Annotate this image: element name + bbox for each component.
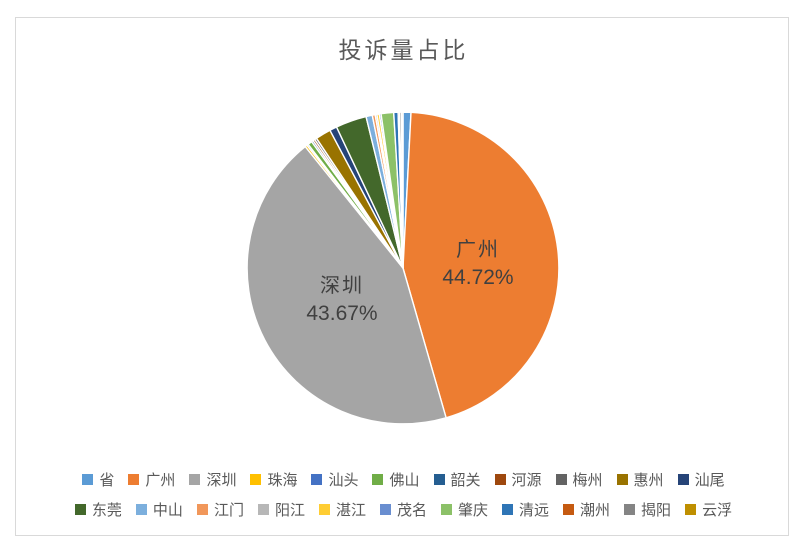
legend-label-汕尾: 汕尾 xyxy=(694,472,725,489)
data-label-guangzhou-name: 广州 xyxy=(455,238,500,261)
legend-item-梅州[interactable]: 梅州 xyxy=(555,469,603,490)
legend-label-惠州: 惠州 xyxy=(633,472,664,489)
legend-item-潮州[interactable]: 潮州 xyxy=(563,499,610,520)
legend-item-东莞[interactable]: 东莞 xyxy=(74,499,122,520)
pie-slice-广州[interactable] xyxy=(402,111,560,419)
legend-swatch-汕尾 xyxy=(677,474,689,485)
legend-swatch-佛山 xyxy=(372,474,384,485)
legend-item-中山[interactable]: 中山 xyxy=(135,499,183,520)
legend-label-佛山: 佛山 xyxy=(389,472,420,489)
data-label-shenzhen-value: 43.67% xyxy=(306,301,378,325)
legend-swatch-省 xyxy=(82,474,94,485)
legend-swatch-河源 xyxy=(494,474,506,485)
legend-label-江门: 江门 xyxy=(213,502,244,519)
legend-swatch-东莞 xyxy=(74,504,86,515)
legend-swatch-潮州 xyxy=(563,504,575,515)
legend-item-韶关[interactable]: 韶关 xyxy=(433,469,481,490)
legend-label-茂名: 茂名 xyxy=(396,502,427,519)
legend-label-阳江: 阳江 xyxy=(274,502,305,519)
data-label-guangzhou-value: 44.72% xyxy=(442,265,514,289)
legend-item-阳江[interactable]: 阳江 xyxy=(257,499,305,520)
legend-label-深圳: 深圳 xyxy=(206,472,237,489)
legend-swatch-阳江 xyxy=(257,504,269,515)
legend-label-广州: 广州 xyxy=(145,472,176,489)
legend-label-河源: 河源 xyxy=(511,472,542,489)
legend-row-1: 省 广州 深圳 珠海 汕头 佛山 韶关 河源 梅州 惠州 汕尾 xyxy=(0,469,807,490)
legend-label-省: 省 xyxy=(99,472,115,489)
legend-swatch-清远 xyxy=(502,504,514,515)
data-label-shenzhen-name: 深圳 xyxy=(319,274,364,297)
legend-swatch-湛江 xyxy=(318,504,330,515)
legend-label-东莞: 东莞 xyxy=(91,502,122,519)
legend-swatch-云浮 xyxy=(685,504,697,515)
legend-item-汕尾[interactable]: 汕尾 xyxy=(677,469,725,490)
legend-item-肇庆[interactable]: 肇庆 xyxy=(441,499,488,520)
legend-item-揭阳[interactable]: 揭阳 xyxy=(624,499,671,520)
data-label-shenzhen: 深圳 43.67% xyxy=(306,273,377,327)
legend-label-汕头: 汕头 xyxy=(328,472,359,489)
legend-item-云浮[interactable]: 云浮 xyxy=(685,499,732,520)
legend-label-清远: 清远 xyxy=(519,502,550,519)
pie-chart xyxy=(246,111,560,425)
legend-label-潮州: 潮州 xyxy=(580,502,611,519)
legend-swatch-珠海 xyxy=(250,474,262,485)
pie-slice-云浮[interactable] xyxy=(400,111,404,269)
legend-swatch-惠州 xyxy=(616,474,628,485)
data-label-guangzhou: 广州 44.72% xyxy=(442,237,513,291)
legend-label-珠海: 珠海 xyxy=(267,472,298,489)
legend-label-云浮: 云浮 xyxy=(702,502,733,519)
pie-slice-深圳[interactable] xyxy=(246,145,447,425)
legend-row-2: 东莞 中山 江门 阳江 湛江 茂名 肇庆 清远 潮州 揭阳 云浮 xyxy=(0,499,807,520)
legend-item-广州[interactable]: 广州 xyxy=(128,469,175,490)
legend-item-惠州[interactable]: 惠州 xyxy=(616,469,664,490)
legend-swatch-韶关 xyxy=(433,474,445,485)
legend-swatch-广州 xyxy=(128,474,140,485)
legend-item-茂名[interactable]: 茂名 xyxy=(379,499,427,520)
legend-item-清远[interactable]: 清远 xyxy=(502,499,549,520)
legend-item-汕头[interactable]: 汕头 xyxy=(311,469,358,490)
legend-label-梅州: 梅州 xyxy=(572,472,603,489)
legend-item-河源[interactable]: 河源 xyxy=(494,469,542,490)
legend-label-肇庆: 肇庆 xyxy=(458,502,489,519)
legend-swatch-梅州 xyxy=(555,474,567,485)
legend-label-揭阳: 揭阳 xyxy=(641,502,672,519)
legend-label-中山: 中山 xyxy=(152,502,183,519)
legend-label-韶关: 韶关 xyxy=(450,472,481,489)
legend-item-佛山[interactable]: 佛山 xyxy=(372,469,420,490)
legend-item-深圳[interactable]: 深圳 xyxy=(189,469,236,490)
legend-swatch-肇庆 xyxy=(441,504,452,515)
legend-swatch-江门 xyxy=(196,504,208,515)
chart-title: 投诉量占比 xyxy=(338,37,469,63)
legend-swatch-深圳 xyxy=(189,474,201,485)
legend-item-珠海[interactable]: 珠海 xyxy=(250,469,297,490)
legend-swatch-揭阳 xyxy=(624,504,636,515)
legend-swatch-汕头 xyxy=(311,474,323,485)
legend-label-湛江: 湛江 xyxy=(335,502,366,519)
legend-item-江门[interactable]: 江门 xyxy=(196,499,244,520)
legend-item-省[interactable]: 省 xyxy=(82,469,114,490)
legend-swatch-中山 xyxy=(135,504,147,515)
legend-item-湛江[interactable]: 湛江 xyxy=(318,499,366,520)
legend-swatch-茂名 xyxy=(379,504,391,515)
